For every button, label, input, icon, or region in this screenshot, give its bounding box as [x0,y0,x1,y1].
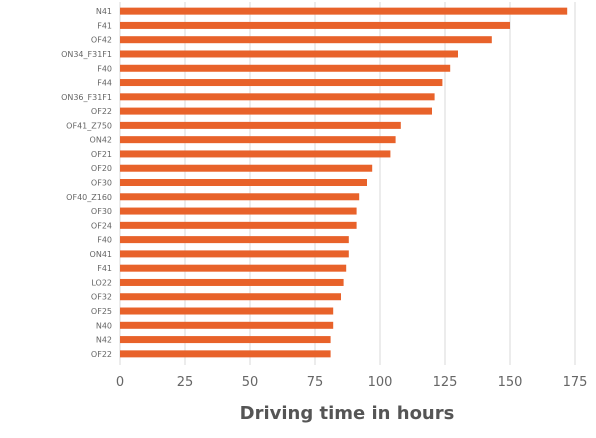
x-tick-labels: 0 25 50 75 100 125 150 175 [116,375,588,390]
category-label: OF42 [91,36,112,45]
bar [120,293,341,301]
x-tick-label: 175 [563,375,588,390]
bar [120,207,357,215]
x-tick-label: 150 [498,375,523,390]
category-label: ON41 [90,250,112,259]
category-label: N40 [96,321,112,330]
category-label: F40 [97,64,112,73]
category-label: OF25 [91,307,112,316]
bar [120,7,568,15]
category-label: ON34_F31F1 [61,50,112,59]
category-label: F41 [97,21,112,30]
bar [120,93,435,101]
category-label: F44 [97,79,112,88]
category-label: OF32 [91,293,112,302]
bar [120,264,347,272]
bar [120,179,367,186]
x-tick-label: 100 [368,375,393,390]
category-label: N41 [96,7,112,16]
category-label: OF20 [91,164,112,173]
x-tick-label: 75 [307,375,324,390]
bar [120,107,432,115]
bar [120,336,331,344]
category-label: OF21 [91,150,112,159]
bar [120,250,349,258]
category-label: OF40_Z160 [66,193,112,202]
category-label: ON42 [90,136,112,145]
bar [120,36,492,44]
bar [120,21,510,29]
category-label: OF22 [91,350,112,359]
bar [120,193,360,201]
bar [120,136,396,144]
x-tick-label: 125 [433,375,458,390]
x-tick-label: 25 [177,375,194,390]
x-axis-title: Driving time in hours [240,403,455,424]
bar [120,307,334,315]
category-label: OF30 [91,207,112,216]
category-labels: N41 F41 OF42 ON34_F31F1 F40 F44 ON36_F31F1 OF22… [61,7,112,359]
category-label: ON36_F31F1 [61,93,112,102]
bars [120,7,568,358]
category-label: N42 [96,336,112,345]
x-tick-label: 50 [242,375,259,390]
category-label: F41 [97,264,112,273]
bar [120,121,401,129]
category-label: OF22 [91,107,112,116]
bar [120,64,451,72]
x-tick-label: 0 [116,375,124,390]
category-label: LO22 [91,278,112,287]
bar [120,278,344,286]
category-label: F40 [97,236,112,245]
bar [120,164,373,172]
bar [120,221,357,229]
category-label: OF30 [91,179,112,188]
category-label: OF41_Z750 [66,121,112,130]
category-label: OF24 [91,221,112,230]
bar [120,350,331,358]
bar [120,79,443,87]
bar [120,50,458,58]
bar [120,236,349,244]
bar [120,321,334,329]
bar [120,150,391,158]
